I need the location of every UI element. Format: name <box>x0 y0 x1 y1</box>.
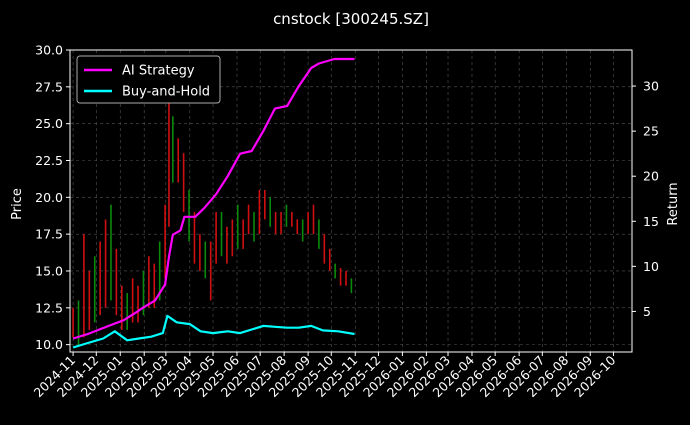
y-left-tick-label: 27.5 <box>35 79 63 94</box>
y-right-tick-label: 25 <box>643 124 659 139</box>
legend-label: Buy-and-Hold <box>122 85 210 100</box>
y-right-tick-label: 20 <box>643 169 659 184</box>
y-left-tick-label: 22.5 <box>35 153 63 168</box>
y-right-tick-label: 15 <box>643 214 659 229</box>
ai-strategy-line <box>72 57 355 340</box>
y-left-label: Price <box>10 188 25 220</box>
y-right-tick-label: 10 <box>643 259 659 274</box>
chart-title: cnstock [300245.SZ] <box>273 10 429 28</box>
y-left-tick-label: 12.5 <box>35 300 63 315</box>
y-left-tick-label: 15.0 <box>35 263 63 278</box>
y-left-tick-label: 10.0 <box>35 337 63 352</box>
legend-box <box>76 55 221 104</box>
y-right-tick-label: 30 <box>643 79 659 94</box>
y-right-tick-label: 5 <box>643 304 651 319</box>
y-right-label: Return <box>666 182 681 225</box>
y-left-tick-label: 25.0 <box>35 116 63 131</box>
legend: AI Strategy Buy-and-Hold <box>76 55 221 104</box>
plot-frame <box>69 49 633 353</box>
legend-label: AI Strategy <box>122 64 195 79</box>
y-left-tick-label: 30.0 <box>35 43 63 58</box>
series-lines <box>72 57 355 349</box>
y-left-tick-label: 17.5 <box>35 227 63 242</box>
y-left-tick-label: 20.0 <box>35 190 63 205</box>
price-candles <box>72 101 353 345</box>
buy-and-hold-line <box>72 314 355 349</box>
